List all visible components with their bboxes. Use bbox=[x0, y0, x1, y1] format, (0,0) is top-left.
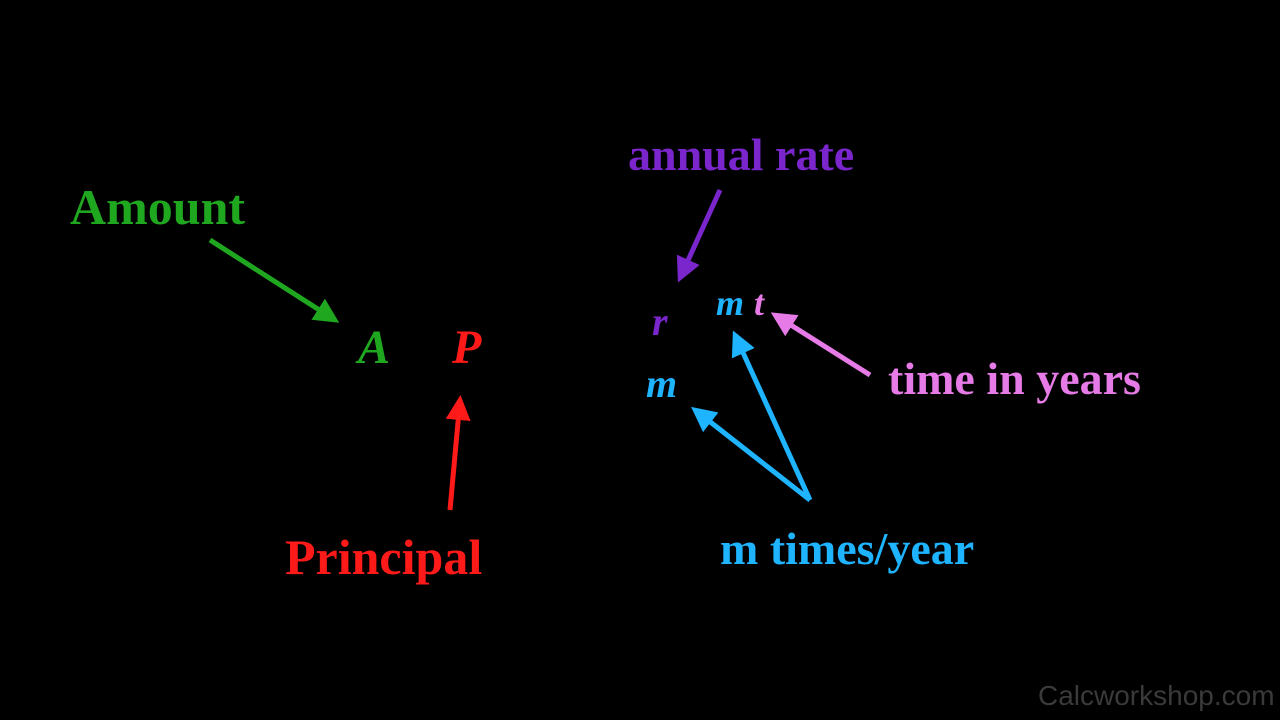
formula-p: P bbox=[452, 320, 481, 375]
formula-t-exponent: t bbox=[754, 282, 764, 324]
label-annual-rate: annual rate bbox=[628, 128, 854, 181]
label-amount: Amount bbox=[70, 178, 245, 236]
label-m-times-year: m times/year bbox=[720, 522, 974, 575]
watermark: Calcworkshop.com bbox=[1038, 680, 1275, 712]
formula-m-exponent: m bbox=[716, 282, 744, 324]
arrow-annual-rate bbox=[680, 190, 720, 278]
formula-r: r bbox=[652, 298, 668, 345]
label-time-in-years: time in years bbox=[888, 352, 1141, 405]
arrow-principal bbox=[450, 400, 460, 510]
formula-m-denominator: m bbox=[646, 360, 677, 407]
arrow-amount bbox=[210, 240, 335, 320]
label-principal: Principal bbox=[285, 528, 482, 586]
arrow-time bbox=[775, 315, 870, 375]
formula-a: A bbox=[358, 320, 390, 375]
arrow-m-2 bbox=[735, 335, 810, 500]
arrow-m-1 bbox=[695, 410, 810, 500]
